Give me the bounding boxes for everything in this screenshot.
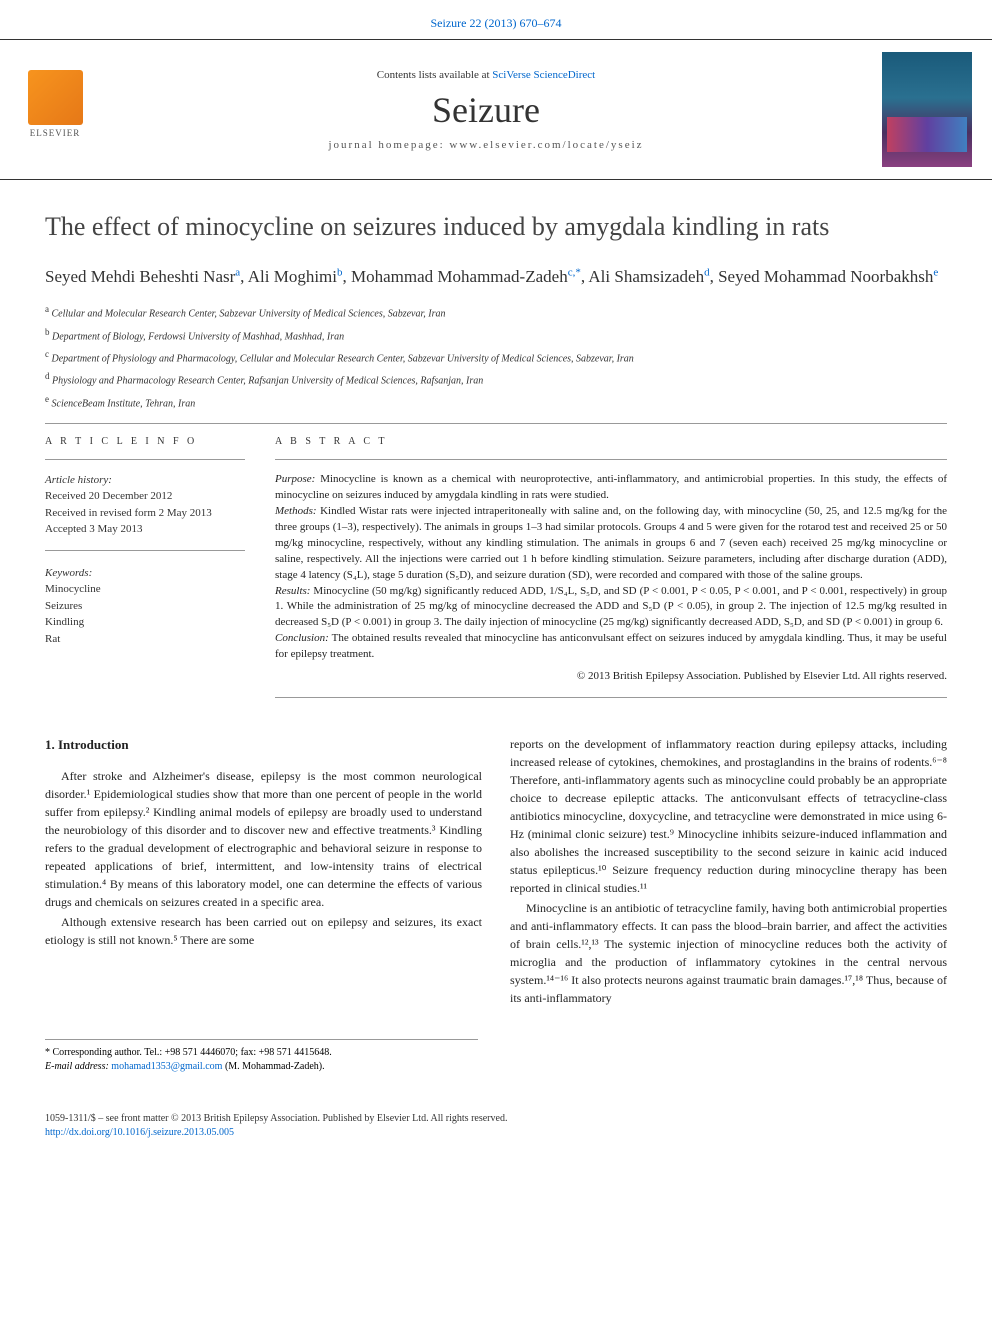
abstract-copyright: © 2013 British Epilepsy Association. Pub…: [275, 669, 947, 685]
article-title: The effect of minocycline on seizures in…: [45, 210, 947, 244]
body-paragraph: Minocycline is an antibiotic of tetracyc…: [510, 899, 947, 1007]
authors: Seyed Mehdi Beheshti Nasra, Ali Moghimib…: [45, 264, 947, 290]
affiliation: e ScienceBeam Institute, Tehran, Iran: [45, 393, 947, 411]
article-body: The effect of minocycline on seizures in…: [0, 180, 992, 1094]
page-header: Seizure 22 (2013) 670–674: [0, 0, 992, 39]
abstract: A B S T R A C T Purpose: Minocycline is …: [275, 436, 947, 710]
affiliations: a Cellular and Molecular Research Center…: [45, 303, 947, 411]
keyword: Minocycline: [45, 581, 245, 598]
divider: [45, 459, 245, 460]
article-info: A R T I C L E I N F O Article history: R…: [45, 436, 245, 710]
history-label: Article history:: [45, 472, 245, 489]
publisher-name: ELSEVIER: [30, 128, 81, 138]
article-history: Article history: Received 20 December 20…: [45, 472, 245, 538]
homepage-line: journal homepage: www.elsevier.com/locat…: [90, 139, 882, 151]
divider: [275, 459, 947, 460]
info-abstract-row: A R T I C L E I N F O Article history: R…: [45, 436, 947, 710]
journal-name: Seizure: [90, 89, 882, 131]
elsevier-logo: ELSEVIER: [20, 70, 90, 150]
keywords-label: Keywords:: [45, 565, 245, 582]
abstract-heading: A B S T R A C T: [275, 436, 947, 447]
left-column: 1. Introduction After stroke and Alzheim…: [45, 735, 482, 1009]
divider: [275, 697, 947, 698]
body-paragraph: Although extensive research has been car…: [45, 913, 482, 949]
right-column: reports on the development of inflammato…: [510, 735, 947, 1009]
history-line: Received in revised form 2 May 2013: [45, 505, 245, 522]
keyword: Kindling: [45, 614, 245, 631]
affiliation: b Department of Biology, Ferdowsi Univer…: [45, 326, 947, 344]
doi-link[interactable]: http://dx.doi.org/10.1016/j.seizure.2013…: [45, 1127, 234, 1138]
citation: Seizure 22 (2013) 670–674: [431, 16, 562, 30]
homepage-url[interactable]: www.elsevier.com/locate/yseiz: [449, 139, 643, 151]
history-line: Received 20 December 2012: [45, 488, 245, 505]
main-text: 1. Introduction After stroke and Alzheim…: [45, 735, 947, 1009]
contents-line: Contents lists available at SciVerse Sci…: [90, 69, 882, 81]
article-info-heading: A R T I C L E I N F O: [45, 436, 245, 447]
affiliation: a Cellular and Molecular Research Center…: [45, 303, 947, 321]
elsevier-tree-icon: [28, 70, 83, 125]
corresponding-author-footnote: * Corresponding author. Tel.: +98 571 44…: [45, 1039, 478, 1074]
affiliation: d Physiology and Pharmacology Research C…: [45, 370, 947, 388]
body-paragraph: reports on the development of inflammato…: [510, 735, 947, 897]
keyword: Rat: [45, 631, 245, 648]
sciencedirect-link[interactable]: SciVerse ScienceDirect: [492, 69, 595, 81]
divider: [45, 550, 245, 551]
history-line: Accepted 3 May 2013: [45, 521, 245, 538]
page-footer: 1059-1311/$ – see front matter © 2013 Br…: [0, 1112, 992, 1160]
banner-center: Contents lists available at SciVerse Sci…: [90, 69, 882, 151]
keywords-block: Keywords: MinocyclineSeizuresKindlingRat: [45, 565, 245, 648]
affiliation: c Department of Physiology and Pharmacol…: [45, 348, 947, 366]
body-paragraph: After stroke and Alzheimer's disease, ep…: [45, 767, 482, 911]
journal-cover-thumbnail: [882, 52, 972, 167]
divider: [45, 423, 947, 424]
email-link[interactable]: mohamad1353@gmail.com: [111, 1061, 222, 1072]
section-heading: 1. Introduction: [45, 735, 482, 755]
abstract-text: Purpose: Minocycline is known as a chemi…: [275, 472, 947, 685]
journal-banner: ELSEVIER Contents lists available at Sci…: [0, 39, 992, 180]
keyword: Seizures: [45, 598, 245, 615]
